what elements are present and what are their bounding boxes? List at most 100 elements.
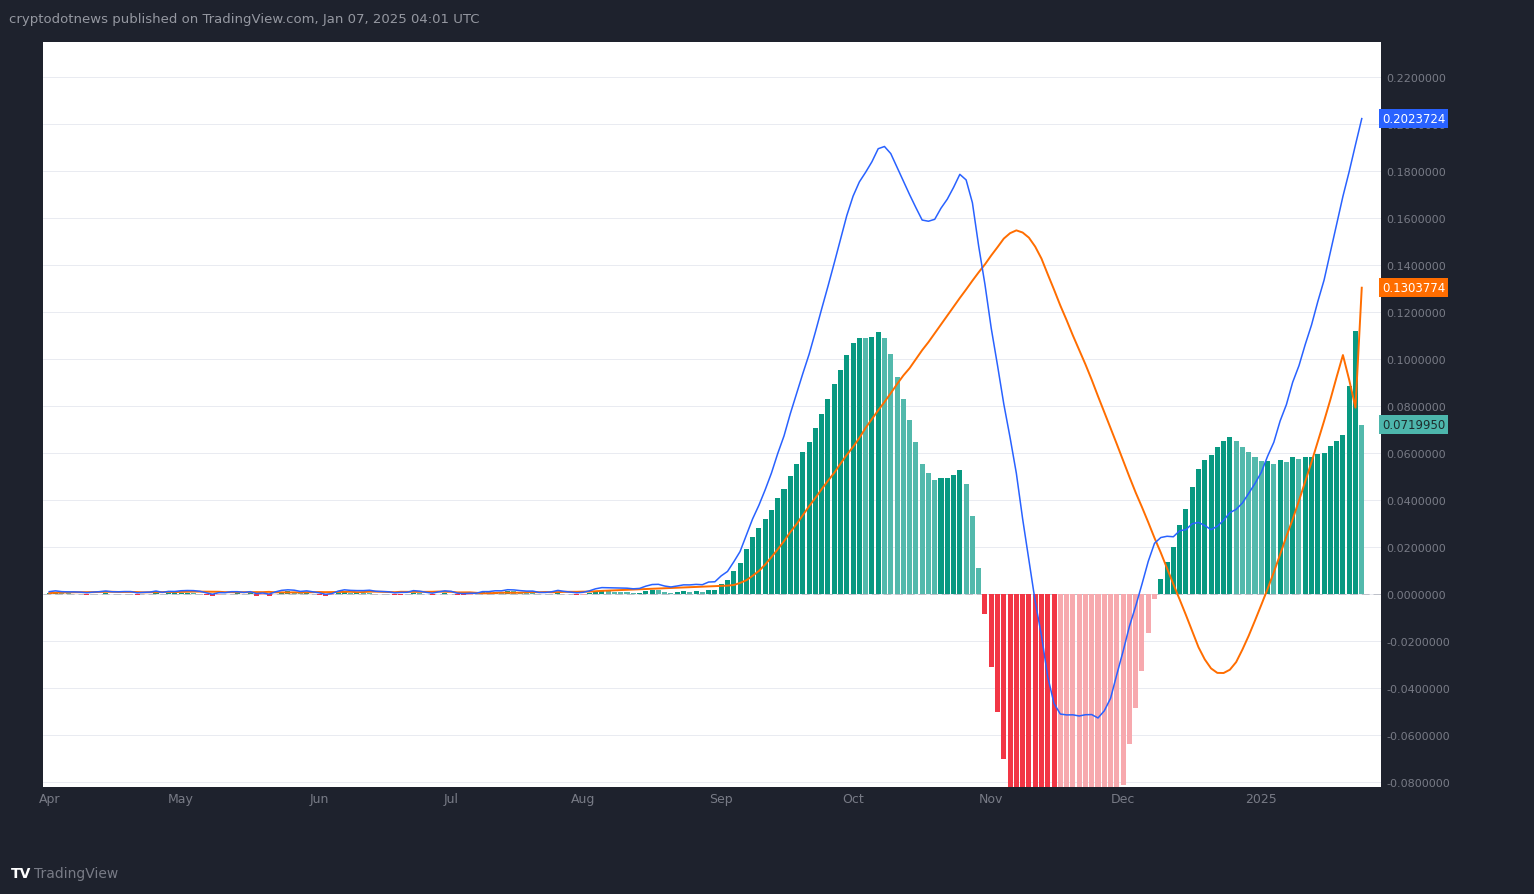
Bar — [744, 550, 749, 595]
Bar — [1039, 595, 1045, 894]
Bar — [192, 594, 196, 595]
Bar — [870, 337, 874, 595]
Bar — [348, 593, 353, 595]
Bar — [825, 400, 830, 595]
Bar — [54, 593, 58, 595]
Bar — [1190, 487, 1195, 595]
Bar — [1359, 426, 1364, 595]
Bar — [304, 593, 310, 595]
Bar — [324, 595, 328, 596]
Bar — [951, 476, 956, 595]
Bar — [1290, 458, 1295, 595]
Bar — [1089, 595, 1094, 894]
Bar — [411, 593, 416, 595]
Bar — [762, 519, 767, 595]
Bar — [719, 585, 724, 595]
Bar — [1341, 435, 1345, 595]
Bar — [1140, 595, 1144, 671]
Bar — [1233, 442, 1238, 595]
Bar — [1058, 595, 1063, 894]
Bar — [1146, 595, 1150, 633]
Bar — [920, 464, 925, 595]
Bar — [669, 594, 673, 595]
Bar — [1002, 595, 1006, 760]
Bar — [1095, 595, 1100, 894]
Bar — [726, 580, 730, 595]
Bar — [486, 593, 491, 595]
Bar — [624, 593, 629, 595]
Bar — [1353, 332, 1358, 595]
Bar — [1322, 453, 1327, 595]
Bar — [594, 592, 598, 595]
Bar — [712, 590, 718, 595]
Bar — [255, 595, 259, 596]
Bar — [153, 593, 158, 595]
Bar — [1221, 442, 1226, 595]
Bar — [1203, 460, 1207, 595]
Bar — [756, 528, 761, 595]
Bar — [813, 428, 818, 595]
Text: cryptodotnews published on TradingView.com, Jan 07, 2025 04:01 UTC: cryptodotnews published on TradingView.c… — [9, 13, 480, 26]
Bar — [555, 593, 560, 595]
Bar — [1215, 448, 1220, 595]
Bar — [933, 480, 937, 595]
Bar — [1183, 509, 1189, 595]
Bar — [1197, 469, 1201, 595]
Bar — [1152, 595, 1157, 600]
Bar — [367, 593, 373, 595]
Bar — [844, 355, 850, 595]
Bar — [945, 478, 950, 595]
Bar — [996, 595, 1000, 713]
Bar — [700, 593, 704, 595]
Bar — [795, 464, 799, 595]
Bar — [210, 595, 215, 597]
Text: TV: TV — [11, 865, 31, 880]
Bar — [1284, 463, 1289, 595]
Bar — [279, 593, 284, 595]
Bar — [907, 421, 913, 595]
Bar — [1335, 442, 1339, 595]
Bar — [517, 593, 523, 595]
Bar — [989, 595, 994, 667]
Bar — [888, 355, 893, 595]
Bar — [1071, 595, 1075, 894]
Bar — [60, 594, 64, 595]
Bar — [831, 384, 836, 595]
Bar — [1302, 458, 1309, 595]
Bar — [1272, 465, 1276, 595]
Bar — [957, 471, 962, 595]
Bar — [681, 592, 686, 595]
Bar — [511, 592, 517, 595]
Bar — [963, 485, 968, 595]
Bar — [1209, 456, 1213, 595]
Text: 0.1303774: 0.1303774 — [1382, 282, 1445, 295]
Bar — [900, 400, 907, 595]
Bar — [178, 594, 184, 595]
Bar — [531, 594, 535, 595]
Bar — [982, 595, 988, 614]
Bar — [1032, 595, 1037, 894]
Bar — [913, 443, 919, 595]
Bar — [1020, 595, 1025, 881]
Bar — [1278, 461, 1282, 595]
Bar — [675, 593, 680, 595]
Bar — [525, 594, 529, 595]
Bar — [1114, 595, 1120, 824]
Bar — [285, 592, 290, 595]
Bar — [1170, 547, 1177, 595]
Bar — [354, 593, 359, 595]
Bar — [801, 452, 805, 595]
Bar — [1347, 386, 1351, 595]
Bar — [1108, 595, 1114, 864]
Bar — [1026, 595, 1031, 894]
Bar — [643, 592, 649, 595]
Bar — [480, 593, 485, 595]
Bar — [1164, 562, 1169, 595]
Bar — [492, 592, 497, 595]
Bar — [1008, 595, 1012, 798]
Bar — [1014, 595, 1019, 837]
Bar — [939, 478, 943, 595]
Bar — [807, 443, 811, 595]
Bar — [360, 593, 365, 595]
Bar — [46, 593, 52, 595]
